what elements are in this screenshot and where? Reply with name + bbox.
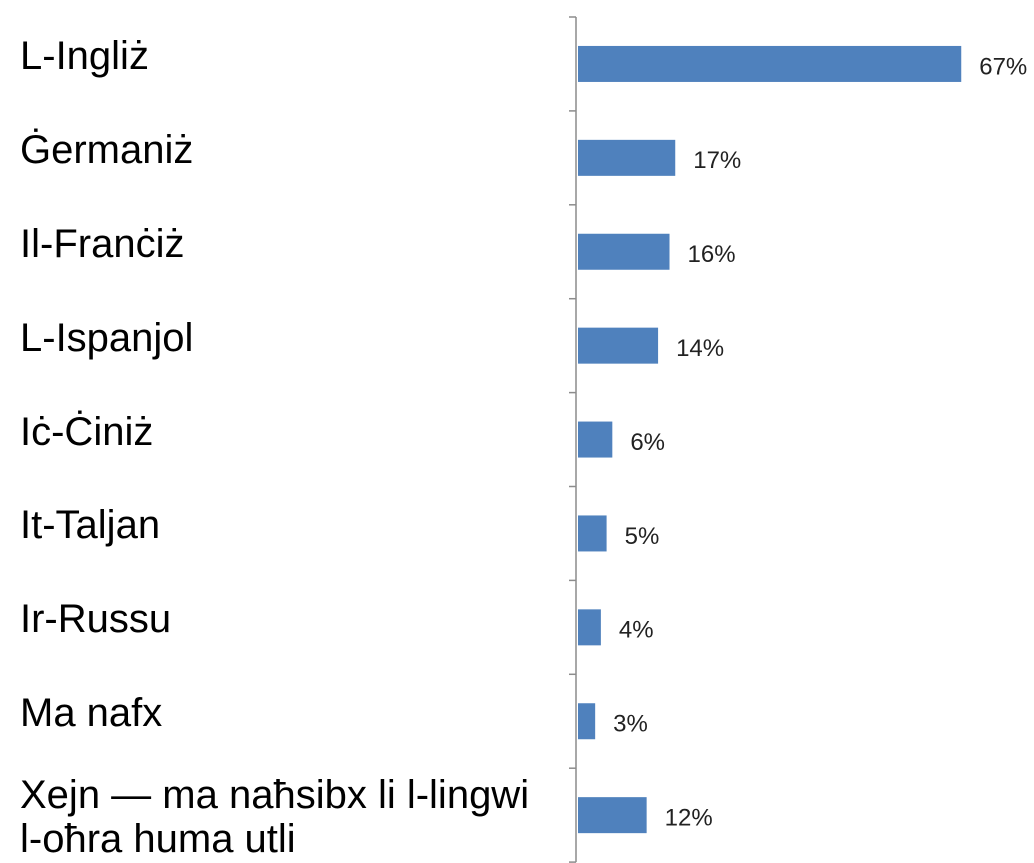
value-label: 5% <box>625 523 660 550</box>
value-label: 14% <box>676 335 724 362</box>
category-label: Xejn — ma naħsibx li l-lingwi l-oħra hum… <box>20 773 530 862</box>
bar <box>578 421 613 458</box>
bar <box>578 327 659 364</box>
value-label: 6% <box>630 429 665 456</box>
category-label: L-Ispanjol <box>20 315 194 360</box>
bar <box>578 515 607 552</box>
value-label: 12% <box>665 804 713 831</box>
category-label: Iċ-Ċiniż <box>20 409 154 454</box>
value-label: 17% <box>693 147 741 174</box>
bar <box>578 139 676 176</box>
category-label: Ġermaniż <box>20 127 194 172</box>
category-label: L-Ingliż <box>20 33 149 78</box>
value-label: 67% <box>979 53 1027 80</box>
category-label: Ma nafx <box>20 691 163 736</box>
category-label: Il-Franċiż <box>20 221 185 266</box>
value-label: 3% <box>613 711 648 738</box>
bar <box>578 45 962 82</box>
category-label: Ir-Russu <box>20 597 172 642</box>
category-label: It-Taljan <box>20 503 161 548</box>
bar <box>578 609 601 646</box>
bar <box>578 233 670 270</box>
value-label: 16% <box>688 241 736 268</box>
bar <box>578 797 647 834</box>
value-label: 4% <box>619 617 654 644</box>
bar <box>578 703 596 740</box>
